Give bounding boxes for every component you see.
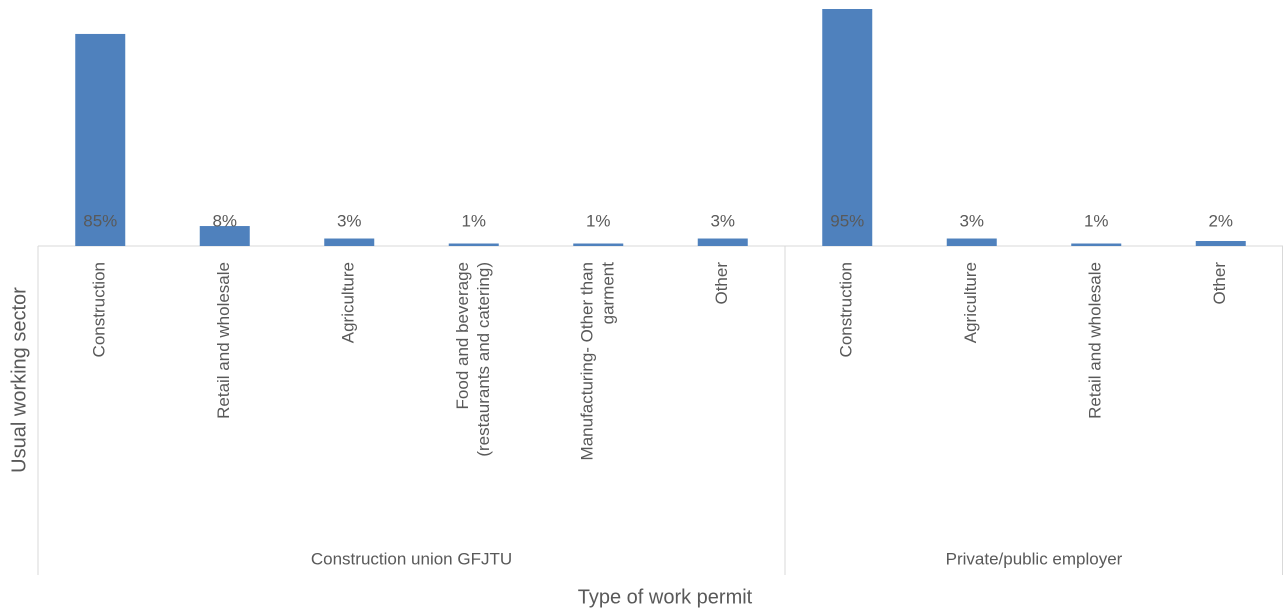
value-label: 1% [461, 211, 486, 230]
value-label: 3% [710, 211, 735, 230]
y-axis-title: Usual working sector [8, 287, 30, 473]
bar [822, 9, 873, 246]
bar [75, 33, 126, 246]
category-label: Food and beverage (restaurants and cateri… [453, 262, 493, 457]
bar [946, 238, 997, 246]
category-label: Agriculture [961, 262, 980, 343]
category-label: Construction [90, 262, 109, 357]
category-label: Retail and wholesale [1086, 262, 1105, 419]
category-label: Other [712, 262, 731, 305]
bar [697, 238, 748, 246]
value-label: 2% [1208, 211, 1233, 230]
x-axis-title: Type of work permit [578, 586, 753, 608]
value-label: 3% [959, 211, 984, 230]
bar [1071, 243, 1122, 246]
category-label: Other [1210, 262, 1229, 305]
value-label: 1% [586, 211, 611, 230]
value-label: 95% [830, 211, 864, 230]
group-label: Private/public employer [946, 549, 1123, 568]
bar [448, 243, 499, 246]
category-label: Agriculture [339, 262, 358, 343]
bar [1195, 241, 1246, 246]
category-label: Retail and wholesale [214, 262, 233, 419]
category-label: Manufacturing- Other than garment [578, 262, 618, 461]
bar [324, 238, 375, 246]
value-label: 85% [83, 211, 117, 230]
category-label: Construction [837, 262, 856, 357]
value-label: 1% [1084, 211, 1109, 230]
value-label: 8% [212, 211, 237, 230]
bar [199, 226, 250, 246]
value-label: 3% [337, 211, 362, 230]
group-label: Construction union GFJTU [311, 549, 512, 568]
bar [573, 243, 624, 246]
